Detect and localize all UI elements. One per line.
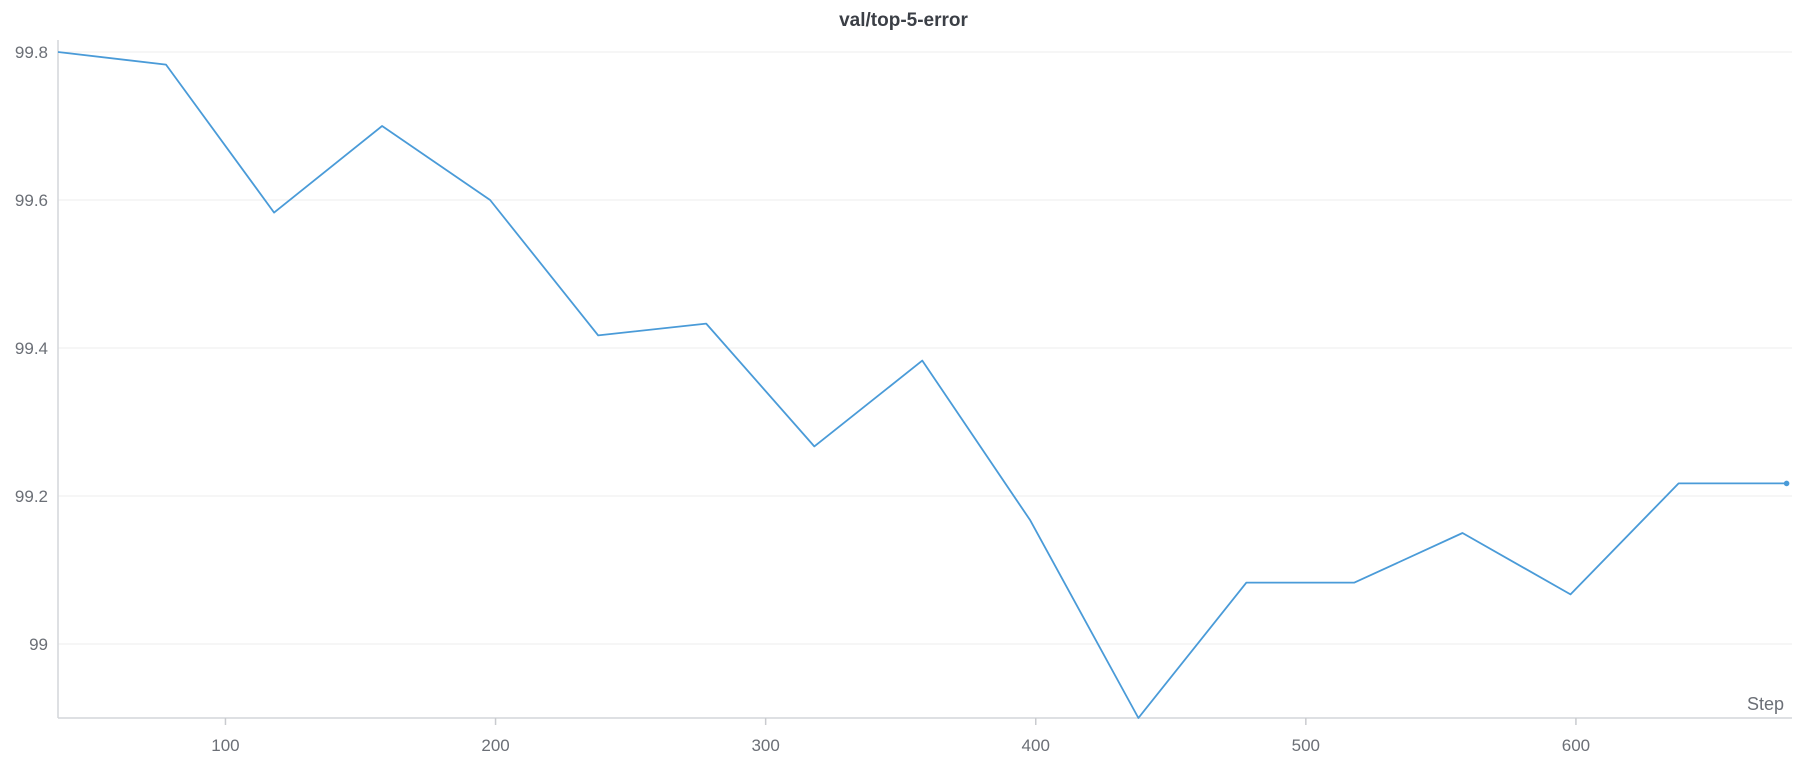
x-axis-label: Step: [1747, 694, 1784, 714]
series-endpoint: [1783, 480, 1790, 487]
gridlines: [58, 51, 1792, 645]
y-tick-label: 99.6: [15, 191, 48, 210]
x-tick-label: 600: [1562, 736, 1590, 755]
y-tick-label: 99.2: [15, 487, 48, 506]
series-line: [57, 51, 1787, 719]
x-tick-label: 300: [751, 736, 779, 755]
x-tick-label: 500: [1292, 736, 1320, 755]
y-tick-label: 99.8: [15, 43, 48, 62]
chart-title: val/top-5-error: [839, 10, 968, 31]
y-tick-label: 99.4: [15, 339, 48, 358]
x-tick-label: 400: [1022, 736, 1050, 755]
x-tick-label: 100: [211, 736, 239, 755]
y-tick-label: 99: [29, 635, 48, 654]
x-ticks: 100 200 300 400 500 600: [211, 718, 1590, 755]
axes: [57, 40, 1792, 719]
series-layer: [57, 51, 1790, 719]
x-tick-label: 200: [481, 736, 509, 755]
y-tick-labels: 99 99.2 99.4 99.6 99.8: [15, 43, 48, 654]
